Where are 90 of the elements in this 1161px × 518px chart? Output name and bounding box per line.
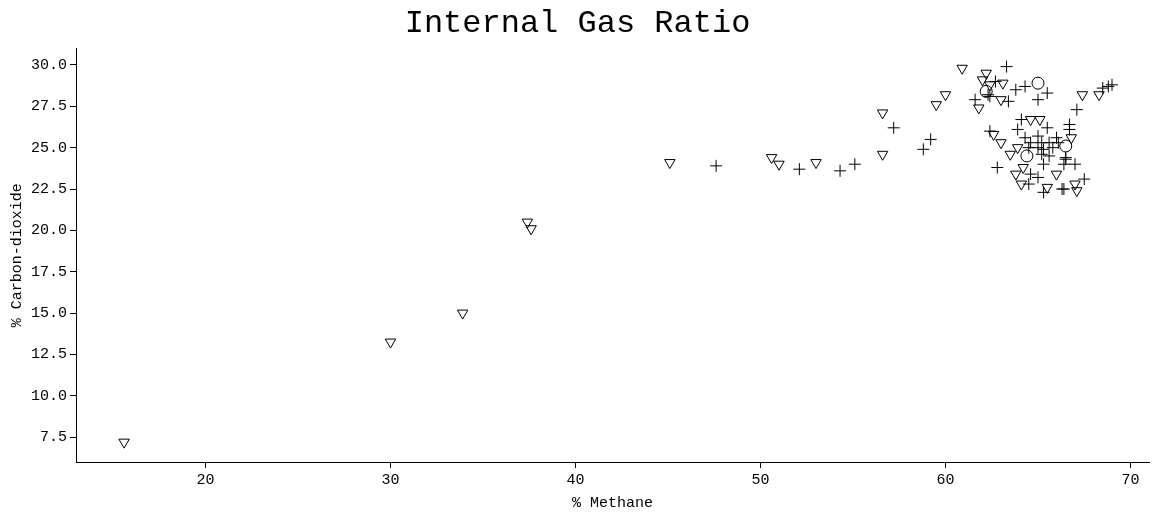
point	[1051, 136, 1065, 150]
point	[916, 142, 930, 156]
point	[1062, 122, 1076, 136]
point	[924, 132, 938, 146]
point	[1101, 79, 1115, 93]
point	[1017, 164, 1029, 175]
y-tick-label: 22.5	[30, 180, 68, 198]
point	[973, 104, 985, 115]
point	[456, 309, 469, 320]
point	[987, 130, 1000, 141]
x-tick-label: 40	[566, 471, 585, 489]
y-tick-label: 17.5	[30, 263, 68, 281]
point	[525, 225, 537, 236]
point	[384, 338, 397, 349]
point	[1015, 180, 1028, 191]
point	[968, 93, 982, 107]
point	[1031, 93, 1045, 107]
point	[1022, 177, 1036, 191]
point	[995, 96, 1007, 107]
point	[792, 162, 806, 176]
point	[1065, 134, 1077, 145]
point	[1011, 144, 1024, 155]
point	[1034, 116, 1046, 127]
point	[1018, 79, 1032, 93]
point	[1010, 170, 1022, 181]
y-tick-label: 30.0	[30, 56, 68, 74]
point	[1040, 86, 1054, 100]
x-tick-label: 20	[196, 471, 215, 489]
point	[1057, 157, 1071, 171]
point	[1004, 150, 1016, 161]
point	[1041, 183, 1053, 194]
point	[1037, 157, 1051, 171]
point	[1001, 94, 1015, 108]
y-tick-label: 7.5	[39, 429, 68, 447]
point	[833, 164, 847, 178]
x-tick-label: 70	[1121, 471, 1140, 489]
point	[664, 159, 676, 170]
point	[1040, 121, 1054, 135]
y-tick-label: 20.0	[30, 222, 68, 240]
point	[980, 69, 992, 80]
point	[876, 150, 889, 161]
point	[997, 79, 1009, 90]
point	[1020, 149, 1034, 163]
point	[976, 76, 989, 87]
point	[1024, 116, 1037, 127]
point	[1031, 76, 1045, 90]
point	[709, 159, 723, 173]
point	[773, 160, 785, 171]
x-tick-label: 30	[381, 471, 400, 489]
point	[1076, 91, 1089, 102]
point	[1009, 83, 1023, 97]
point	[979, 84, 993, 98]
point	[521, 218, 534, 229]
x-tick-label: 60	[936, 471, 955, 489]
point	[1071, 187, 1083, 198]
x-axis-title: % Methane	[572, 494, 654, 512]
point	[876, 109, 889, 120]
point	[810, 159, 822, 170]
point	[983, 124, 997, 138]
point	[1031, 170, 1045, 184]
y-axis-title: % Carbon-dioxide	[8, 183, 26, 328]
point	[1037, 185, 1051, 199]
chart-title: Internal Gas Ratio	[404, 4, 751, 42]
point	[848, 157, 862, 171]
point	[1000, 60, 1014, 74]
x-tick-label: 50	[751, 471, 770, 489]
point	[1068, 157, 1082, 171]
point	[1096, 81, 1110, 95]
point	[1105, 78, 1119, 92]
point	[1069, 180, 1081, 191]
y-tick-label: 27.5	[30, 98, 68, 116]
point	[1024, 167, 1038, 181]
point	[939, 91, 952, 102]
point	[1050, 170, 1063, 181]
point	[1093, 91, 1105, 102]
point	[1077, 172, 1091, 186]
y-tick-label: 12.5	[30, 346, 68, 364]
point	[1014, 113, 1028, 127]
point	[887, 121, 901, 135]
point	[1070, 103, 1084, 117]
point	[995, 139, 1007, 150]
point	[984, 81, 996, 92]
point	[118, 438, 130, 449]
y-tick-label: 25.0	[30, 139, 68, 157]
point	[956, 64, 968, 75]
point	[1059, 139, 1073, 153]
y-tick-label: 15.0	[30, 305, 68, 323]
point	[930, 101, 942, 112]
y-tick-label: 10.0	[30, 387, 68, 405]
point	[765, 154, 778, 165]
